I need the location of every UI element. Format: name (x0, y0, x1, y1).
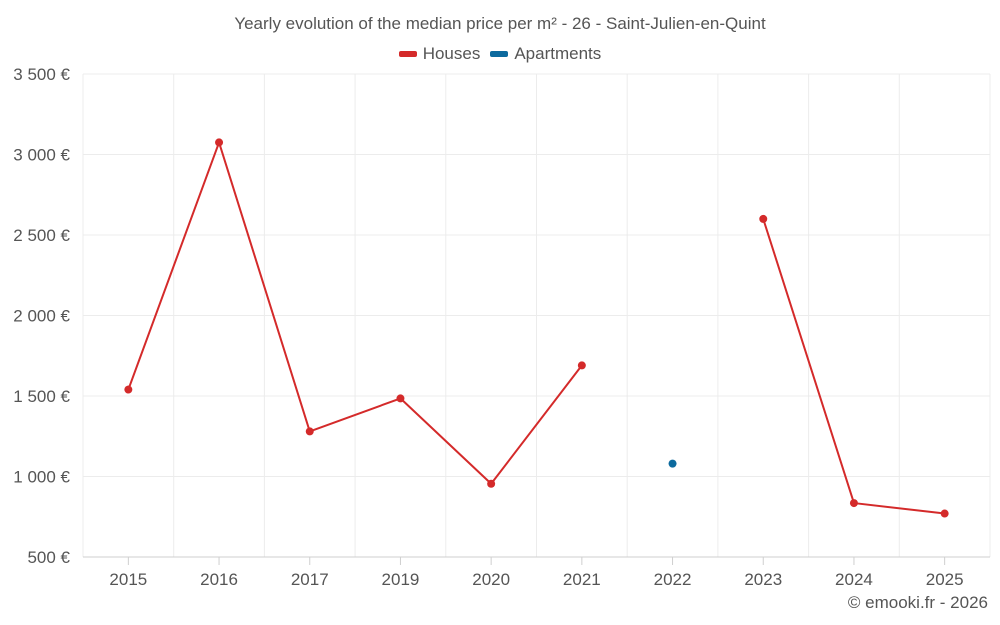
x-tick-label: 2025 (926, 570, 964, 589)
legend-label-apartments: Apartments (514, 44, 602, 63)
x-tick-label: 2021 (563, 570, 601, 589)
data-point-houses (396, 394, 405, 403)
y-tick-label: 1 500 € (13, 387, 70, 406)
data-point-houses (940, 509, 949, 518)
chart-title: Yearly evolution of the median price per… (234, 14, 766, 33)
data-point-houses (487, 479, 496, 488)
chart-legend: Houses Apartments (0, 44, 1000, 64)
y-tick-label: 2 500 € (13, 226, 70, 245)
x-tick-label: 2019 (382, 570, 420, 589)
series-line-houses (127, 141, 583, 485)
x-tick-label: 2017 (291, 570, 329, 589)
data-point-houses (759, 214, 768, 223)
data-point-houses (849, 499, 858, 508)
y-tick-label: 3 000 € (13, 146, 70, 165)
x-tick-label: 2015 (109, 570, 147, 589)
y-tick-label: 3 500 € (13, 65, 70, 84)
x-tick-label: 2022 (654, 570, 692, 589)
y-tick-label: 2 000 € (13, 307, 70, 326)
y-tick-label: 1 000 € (13, 468, 70, 487)
x-tick-label: 2023 (744, 570, 782, 589)
x-tick-label: 2020 (472, 570, 510, 589)
data-point-apartments (668, 459, 677, 468)
x-tick-label: 2016 (200, 570, 238, 589)
copyright-text: © emooki.fr - 2026 (847, 593, 988, 612)
data-point-houses (215, 138, 224, 147)
legend-item-apartments[interactable]: Apartments (490, 44, 601, 64)
legend-swatch-houses (398, 51, 417, 57)
y-tick-label: 500 € (27, 548, 70, 567)
series-line-houses (762, 218, 945, 515)
data-point-houses (305, 427, 314, 436)
legend-label-houses: Houses (422, 44, 481, 63)
data-point-houses (124, 385, 133, 394)
legend-item-houses[interactable]: Houses (398, 44, 481, 64)
data-point-houses (577, 361, 586, 370)
legend-swatch-apartments (490, 51, 509, 57)
x-tick-label: 2024 (835, 570, 873, 589)
